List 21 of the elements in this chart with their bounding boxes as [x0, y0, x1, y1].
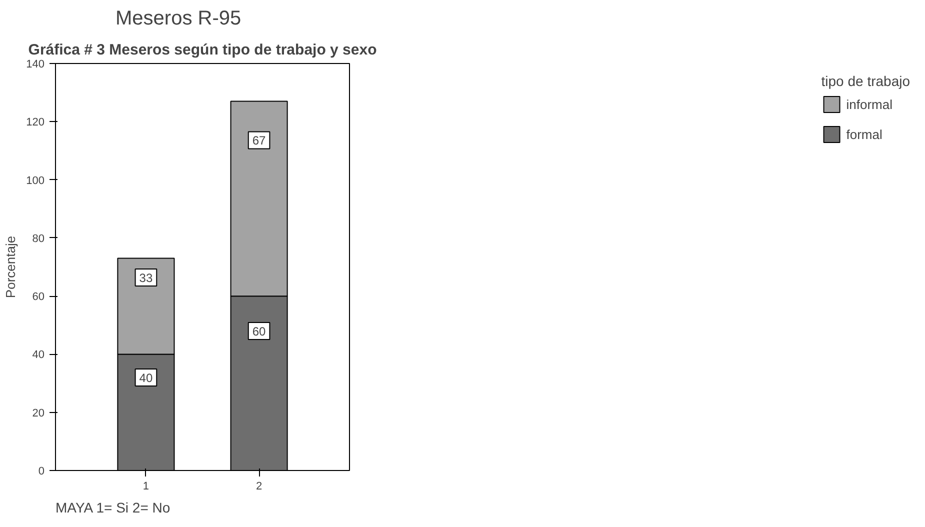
data-label: 33: [139, 270, 153, 285]
y-tick-label: 0: [38, 466, 45, 478]
y-tick-label: 60: [32, 291, 45, 304]
legend-label: formal: [846, 126, 882, 142]
y-tick-label: 100: [26, 174, 45, 187]
legend-title: tipo de trabajo: [821, 73, 910, 89]
y-tick-label: 20: [32, 407, 45, 420]
x-tick-label: 2: [256, 480, 262, 492]
y-tick-label: 40: [32, 349, 45, 362]
data-label: 67: [252, 134, 266, 148]
data-label: 40: [139, 370, 153, 385]
y-axis-title: Porcentaje: [3, 236, 18, 298]
text: MAYA 1= Si 2= No: [56, 500, 170, 516]
text: Gráfica # 3 Meseros según tipo de trabajo y sexo: [28, 42, 377, 58]
y-tick-label: 80: [32, 232, 45, 245]
x-tick-label: 1: [142, 480, 150, 492]
y-tick-label: 120: [26, 116, 45, 129]
legend-label: informal: [846, 96, 893, 112]
data-label: 60: [252, 324, 266, 338]
chart-title: Meseros R-95: [116, 8, 242, 30]
y-tick-label: 140: [26, 58, 45, 70]
